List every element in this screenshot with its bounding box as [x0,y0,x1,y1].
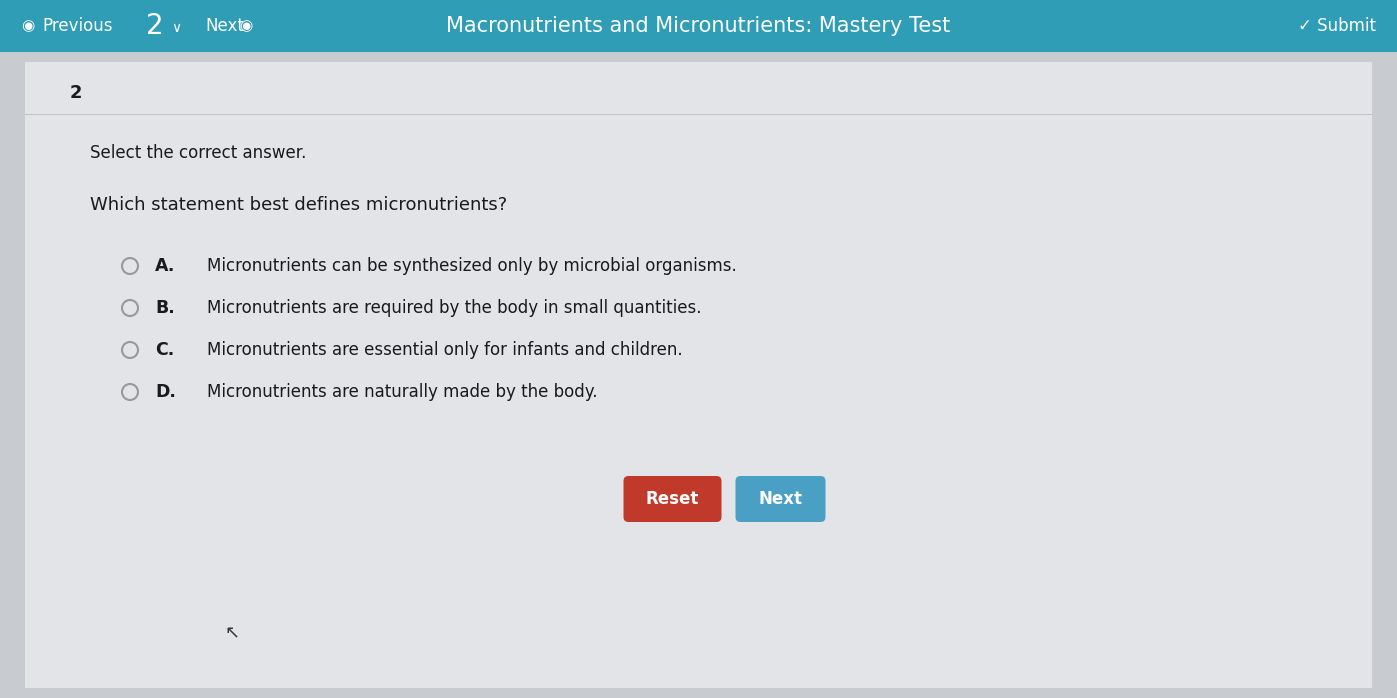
Text: ↖: ↖ [225,624,239,642]
Text: Micronutrients are essential only for infants and children.: Micronutrients are essential only for in… [207,341,683,359]
Text: ✓ Submit: ✓ Submit [1298,17,1376,35]
Text: ∨: ∨ [170,21,182,35]
Text: Select the correct answer.: Select the correct answer. [89,144,306,162]
FancyBboxPatch shape [0,0,1397,52]
Text: 2: 2 [147,12,163,40]
Text: Next: Next [759,490,802,508]
Text: D.: D. [155,383,176,401]
Text: Micronutrients can be synthesized only by microbial organisms.: Micronutrients can be synthesized only b… [207,257,736,275]
Text: ◉: ◉ [21,19,35,34]
Text: ◉: ◉ [239,19,253,34]
FancyBboxPatch shape [735,476,826,522]
Text: C.: C. [155,341,175,359]
FancyBboxPatch shape [623,476,721,522]
Text: Micronutrients are naturally made by the body.: Micronutrients are naturally made by the… [207,383,598,401]
Text: Reset: Reset [645,490,698,508]
Text: Next: Next [205,17,244,35]
FancyBboxPatch shape [0,52,1397,698]
Text: Macronutrients and Micronutrients: Mastery Test: Macronutrients and Micronutrients: Maste… [447,16,950,36]
Text: B.: B. [155,299,175,317]
FancyBboxPatch shape [25,62,1372,688]
Text: 2: 2 [70,84,82,102]
Text: Which statement best defines micronutrients?: Which statement best defines micronutrie… [89,196,507,214]
Text: Micronutrients are required by the body in small quantities.: Micronutrients are required by the body … [207,299,701,317]
Text: Previous: Previous [42,17,113,35]
Text: A.: A. [155,257,176,275]
